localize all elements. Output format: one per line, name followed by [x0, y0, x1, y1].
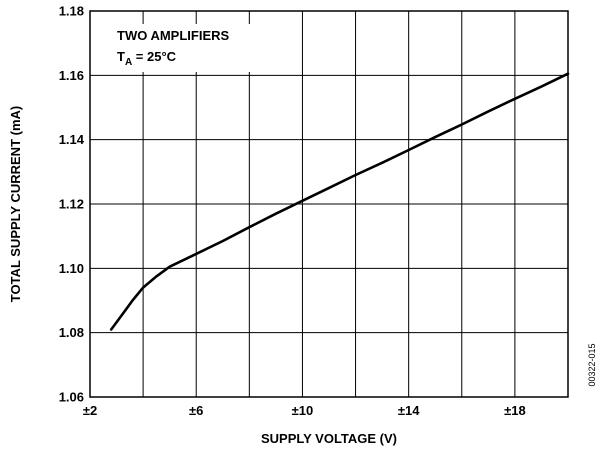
y-tick-label: 1.08 — [59, 325, 84, 340]
annotation-two-amplifiers: TWO AMPLIFIERS — [117, 28, 230, 43]
x-tick-label: ±14 — [398, 403, 420, 418]
y-axis-label: TOTAL SUPPLY CURRENT (mA) — [8, 106, 23, 302]
y-tick-label: 1.16 — [59, 68, 84, 83]
supply-current-curve — [109, 72, 570, 331]
y-tick-label: 1.14 — [59, 132, 85, 147]
y-tick-label: 1.06 — [59, 390, 84, 405]
y-tick-labels: 1.06 1.08 1.10 1.12 1.14 1.16 1.18 — [59, 4, 85, 405]
x-tick-label: ±10 — [292, 403, 314, 418]
x-tick-label: ±18 — [504, 403, 526, 418]
grid — [90, 11, 568, 397]
annotation-background — [112, 24, 252, 72]
plot-frame — [89, 10, 569, 398]
annotation-temperature: TA = 25°C — [117, 49, 177, 68]
x-axis-label: SUPPLY VOLTAGE (V) — [261, 431, 397, 446]
x-tick-label: ±2 — [83, 403, 97, 418]
x-tick-label: ±6 — [189, 403, 203, 418]
x-tick-labels: ±2 ±6 ±10 ±14 ±18 — [83, 403, 526, 418]
y-tick-label: 1.18 — [59, 4, 84, 19]
y-tick-label: 1.10 — [59, 261, 84, 276]
y-tick-label: 1.12 — [59, 197, 84, 212]
figure-id: 00322-015 — [587, 343, 597, 386]
